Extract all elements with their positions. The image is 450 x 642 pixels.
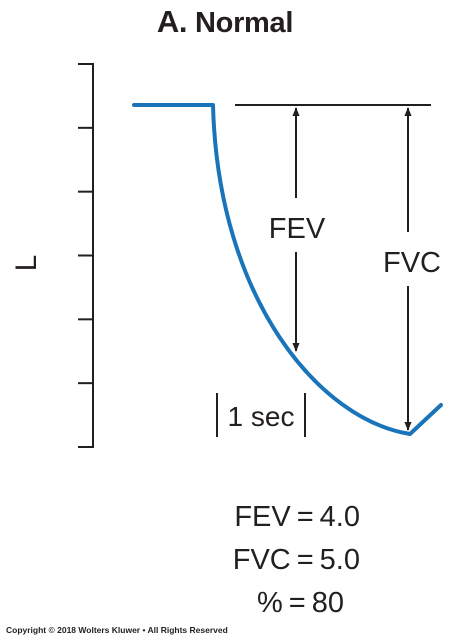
fev-label: FEV xyxy=(269,213,326,245)
result-value: 4.0 xyxy=(319,501,360,533)
result-name: FVC xyxy=(232,544,291,576)
fvc-label: FVC xyxy=(383,247,441,279)
volume-time-curve xyxy=(132,103,443,436)
result-value: 5.0 xyxy=(319,544,360,576)
result-row-fev: FEV = 4.0 xyxy=(150,496,360,539)
panel-letter: A. xyxy=(156,4,188,39)
copyright-notice: Copyright © 2018 Wolters Kluwer • All Ri… xyxy=(6,625,228,635)
diagram-title: A. Normal xyxy=(0,2,450,43)
result-row-percent: % = 80 xyxy=(150,582,360,625)
result-name: FEV xyxy=(234,501,291,533)
time-marker-label: 1 sec xyxy=(228,401,295,432)
equals-sign: = xyxy=(296,544,314,576)
spirometry-diagram: L FEV FVC 1 sec xyxy=(10,63,443,448)
y-axis-ticks xyxy=(78,63,94,448)
y-axis-label: L xyxy=(10,255,43,272)
results-block: FEV = 4.0 FVC = 5.0 % = 80 xyxy=(150,496,360,625)
result-name: % xyxy=(257,587,283,619)
fvc-arrow: FVC xyxy=(383,107,441,431)
equals-sign: = xyxy=(288,587,306,619)
fev-arrow: FEV xyxy=(269,107,326,352)
equals-sign: = xyxy=(296,501,314,533)
result-value: 80 xyxy=(311,587,344,619)
y-axis: L xyxy=(10,63,94,448)
result-row-fvc: FVC = 5.0 xyxy=(150,539,360,582)
panel-title-text: Normal xyxy=(195,7,294,39)
time-marker: 1 sec xyxy=(216,393,306,437)
